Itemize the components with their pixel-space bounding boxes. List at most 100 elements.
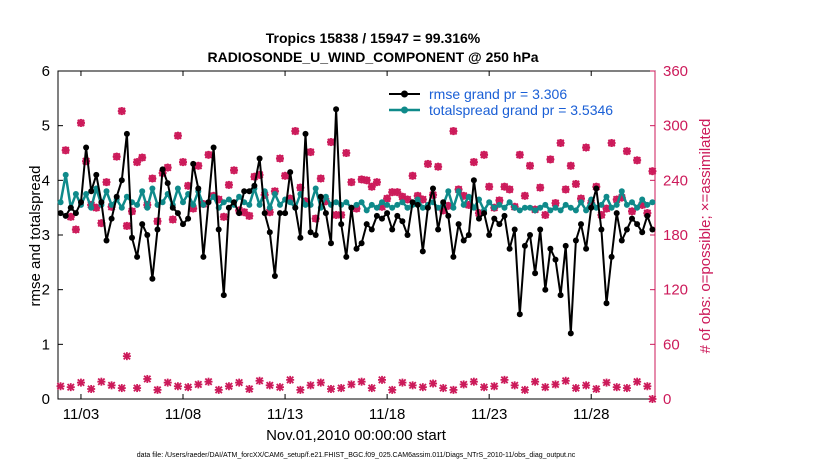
totalspread-point	[358, 199, 365, 206]
obs-low-point	[255, 376, 264, 385]
obs-low-point	[612, 383, 621, 392]
obs-assimilated-point	[127, 207, 136, 216]
obs-low-point	[306, 381, 315, 390]
totalspread-point	[220, 199, 227, 206]
obs-assimilated-point	[546, 155, 555, 164]
rmse-point	[333, 106, 340, 113]
rmse-point	[129, 234, 135, 241]
rmse-point	[72, 210, 79, 217]
rmse-point	[205, 199, 212, 206]
obs-assimilated-point	[648, 167, 657, 176]
obs-low-point	[275, 383, 284, 392]
rmse-point	[297, 234, 304, 241]
obs-low-point	[66, 383, 75, 392]
obs-assimilated-point	[541, 210, 550, 219]
totalspread-point	[486, 199, 493, 206]
obs-assimilated-point	[582, 143, 591, 152]
x-axis-label: Nov.01,2010 00:00:00 start	[266, 427, 447, 444]
rmse-point	[634, 221, 641, 228]
obs-assimilated-point	[316, 174, 325, 183]
obs-assimilated-point	[383, 194, 392, 203]
rmse-point	[328, 240, 334, 247]
obs-low-point	[326, 384, 335, 393]
totalspread-point	[501, 204, 508, 211]
rmse-point	[241, 188, 248, 195]
totalspread-point	[118, 204, 125, 211]
obs-assimilated-point	[117, 107, 126, 116]
right-tick-label: 120	[663, 282, 688, 299]
obs-assimilated-point	[525, 161, 534, 170]
obs-low-point	[408, 381, 417, 390]
right-axis-label: # of obs: o=possible; ×=assimilated	[697, 119, 714, 354]
totalspread-point	[287, 199, 294, 206]
obs-assimilated-point	[556, 138, 565, 147]
totalspread-point	[603, 193, 610, 200]
obs-low-point	[520, 385, 529, 394]
totalspread-point	[57, 199, 64, 206]
legend-spread-marker	[401, 106, 408, 114]
obs-low-series	[56, 352, 657, 403]
rmse-point	[307, 229, 314, 236]
totalspread-point	[644, 201, 651, 208]
totalspread-point	[629, 199, 635, 206]
obs-low-point	[97, 377, 106, 386]
rmse-point	[118, 177, 125, 184]
obs-assimilated-point	[408, 171, 417, 180]
obs-assimilated-point	[265, 208, 274, 217]
rmse-point	[302, 130, 309, 137]
rmse-point	[501, 212, 508, 219]
rmse-point	[57, 210, 64, 217]
totalspread-point	[618, 188, 625, 195]
rmse-point	[476, 215, 482, 222]
totalspread-point	[256, 201, 263, 208]
rmse-series	[57, 106, 656, 337]
obs-low-point	[143, 374, 152, 383]
rmse-point	[338, 221, 345, 228]
rmse-point	[542, 286, 549, 293]
rmse-point	[169, 204, 176, 211]
chart-title: Tropics 15838 / 15947 = 99.316%	[266, 30, 481, 46]
obs-assimilated-point	[281, 171, 290, 180]
obs-low-point	[571, 384, 580, 393]
obs-low-point	[592, 384, 601, 393]
chart-subtitle: RADIOSONDE_U_WIND_COMPONENT @ 250 hPa	[207, 49, 538, 65]
totalspread-point	[567, 204, 574, 211]
totalspread-point	[108, 201, 115, 208]
totalspread-point	[368, 201, 375, 208]
rmse-point	[139, 221, 146, 228]
obs-assimilated-point	[607, 138, 616, 147]
rmse-point	[588, 204, 595, 211]
rmse-point	[435, 226, 442, 233]
obs-assimilated-point	[571, 179, 580, 188]
obs-assimilated-point	[224, 180, 233, 189]
obs-low-point	[347, 380, 356, 389]
x-tick-label: 11/28	[573, 406, 609, 423]
rmse-point	[430, 185, 436, 192]
rmse-point	[460, 237, 467, 244]
totalspread-point	[623, 201, 630, 208]
obs-low-point	[602, 378, 611, 387]
obs-assimilated-point	[561, 185, 570, 194]
rmse-point	[593, 185, 600, 192]
totalspread-point	[322, 193, 329, 200]
totalspread-point	[174, 185, 181, 192]
obs-low-point	[204, 377, 213, 386]
rmse-point	[532, 270, 539, 277]
rmse-point	[399, 218, 406, 225]
rmse-point	[440, 199, 447, 206]
obs-assimilated-point	[122, 221, 131, 230]
rmse-point	[322, 210, 329, 217]
rmse-point	[419, 248, 426, 255]
totalspread-point	[384, 201, 391, 208]
totalspread-point	[583, 207, 590, 214]
totalspread-point	[312, 185, 319, 192]
totalspread-point	[302, 201, 309, 208]
rmse-point	[210, 144, 217, 151]
rmse-point	[537, 226, 544, 233]
rmse-point	[113, 193, 120, 200]
obs-assimilated-point	[449, 127, 458, 136]
rmse-point	[154, 226, 161, 233]
rmse-point	[424, 204, 431, 211]
obs-low-point	[173, 382, 182, 391]
